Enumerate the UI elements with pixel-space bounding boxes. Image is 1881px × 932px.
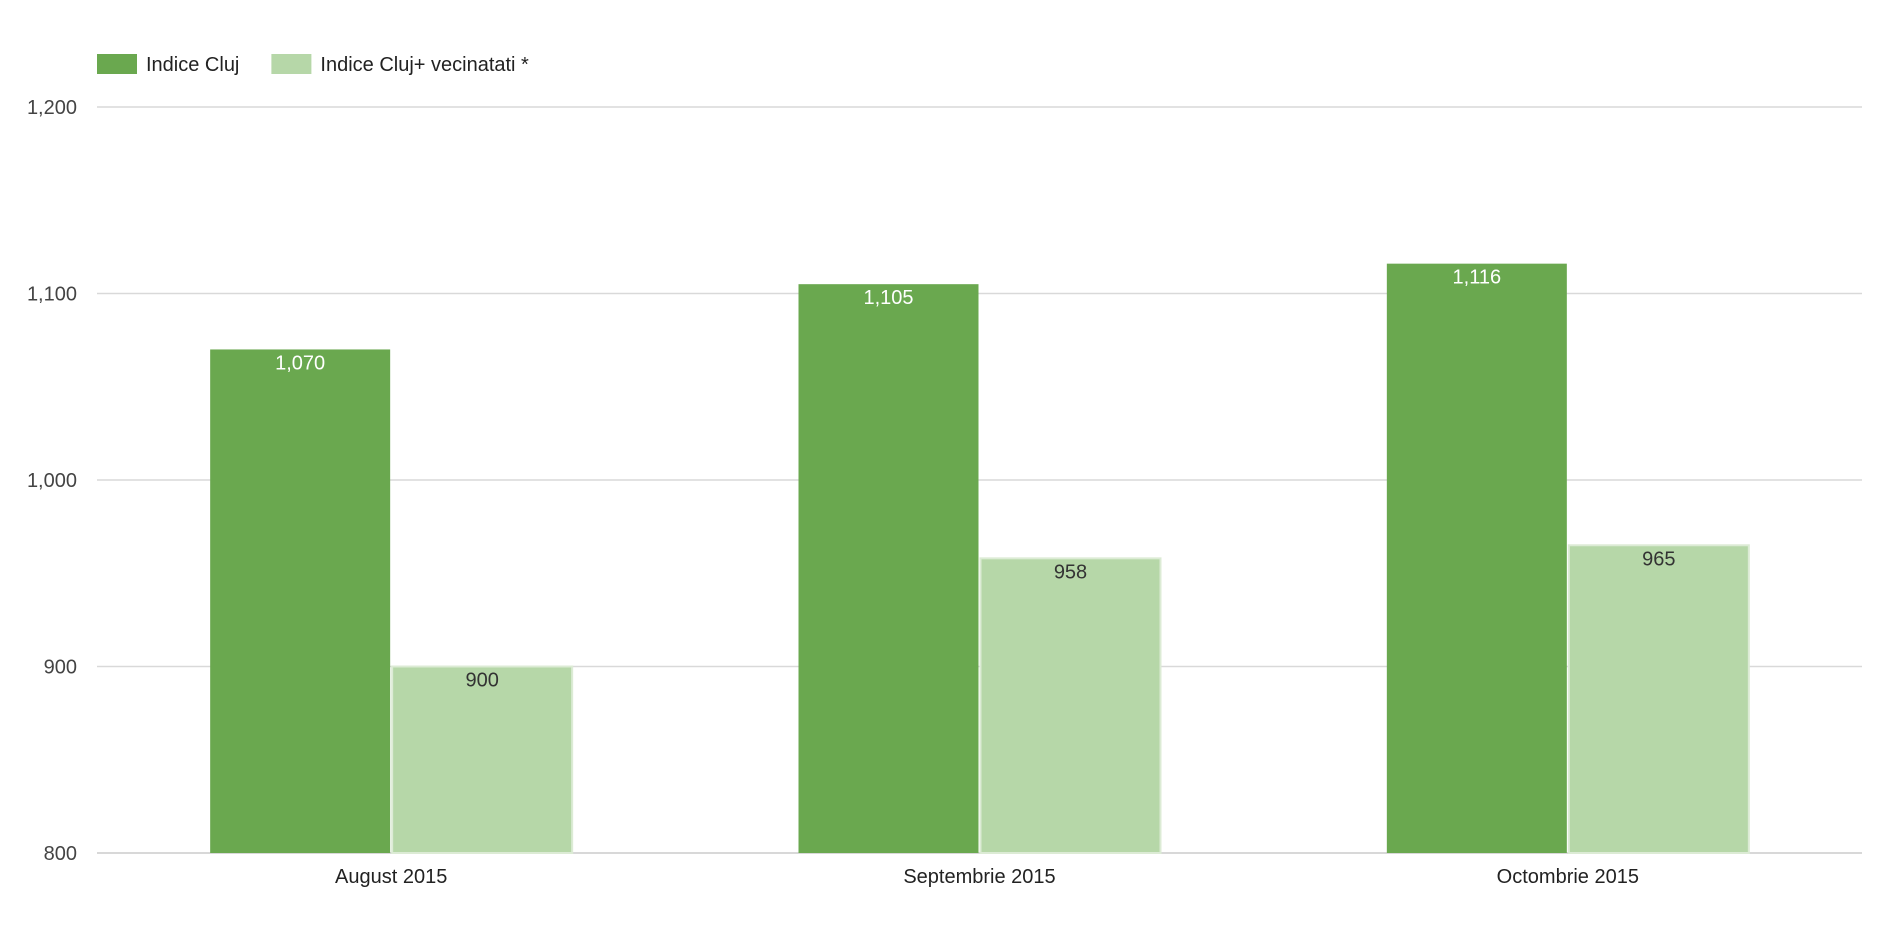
data-label: 965 <box>1642 548 1675 570</box>
bar <box>1386 263 1567 853</box>
y-tick-label: 900 <box>44 657 77 679</box>
x-category-label: Septembrie 2015 <box>903 866 1055 888</box>
data-label: 900 <box>465 670 498 692</box>
y-tick-label: 800 <box>44 843 77 865</box>
bar <box>391 665 574 854</box>
y-axis-ticks: 800 900 1,000 1,100 1,200 <box>27 97 77 865</box>
data-label: 1,070 <box>275 352 325 374</box>
y-tick-label: 1,000 <box>27 470 77 492</box>
x-category-label: Octombrie 2015 <box>1497 866 1639 888</box>
legend-swatch <box>271 54 312 74</box>
data-label: 1,116 <box>1453 267 1502 289</box>
legend-label: Indice Cluj <box>146 54 239 76</box>
legend: Indice Cluj Indice Cluj+ vecinatati * <box>97 54 529 76</box>
bar <box>210 349 391 853</box>
x-category-label: August 2015 <box>335 866 447 888</box>
x-axis-categories: August 2015 Septembrie 2015 Octombrie 2015 <box>335 866 1639 888</box>
data-label: 958 <box>1054 561 1087 583</box>
bar <box>798 284 979 853</box>
bars <box>210 263 1750 855</box>
bar <box>1567 544 1750 855</box>
legend-label: Indice Cluj+ vecinatati * <box>320 54 529 76</box>
data-labels: 1,070 900 1,105 958 1,116 965 <box>275 267 1675 692</box>
data-label: 1,105 <box>863 287 913 309</box>
legend-swatch <box>97 54 137 74</box>
bar <box>979 557 1162 855</box>
y-tick-label: 1,100 <box>27 284 77 306</box>
y-tick-label: 1,200 <box>27 97 77 119</box>
